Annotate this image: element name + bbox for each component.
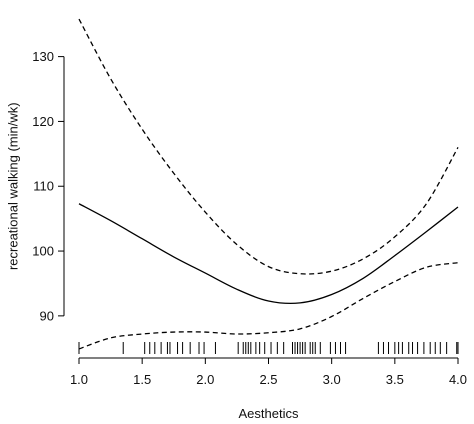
x-tick-label: 4.0 [449, 372, 467, 387]
lower-bound-line [78, 262, 459, 350]
x-axis: 1.0 1.5 2.0 2.5 3.0 3.5 4.0 Aesthetics [70, 357, 467, 421]
x-tick-label: 3.0 [323, 372, 341, 387]
upper-bound-line [78, 18, 459, 275]
x-tick-label: 2.5 [259, 372, 277, 387]
x-tick-label: 3.5 [386, 372, 404, 387]
y-ticks: 90 100 110 120 130 [32, 49, 64, 323]
fit-line [78, 203, 459, 305]
y-tick-label: 100 [32, 244, 54, 259]
x-tick-label: 2.0 [196, 372, 214, 387]
y-tick-label: 90 [40, 308, 54, 323]
x-axis-label: Aesthetics [239, 406, 299, 421]
y-tick-label: 130 [32, 49, 54, 64]
x-tick-label: 1.0 [70, 372, 88, 387]
y-tick-label: 120 [32, 114, 54, 129]
x-tick-label: 1.5 [133, 372, 151, 387]
plot-lines [78, 18, 459, 350]
y-axis-label: recreational walking (min/wk) [6, 102, 21, 270]
y-axis: 90 100 110 120 130 recreational walking (min… [6, 49, 65, 323]
rug-marks [78, 342, 459, 354]
x-ticks: 1.0 1.5 2.0 2.5 3.0 3.5 4.0 [70, 358, 467, 387]
y-tick-label: 110 [33, 179, 54, 194]
